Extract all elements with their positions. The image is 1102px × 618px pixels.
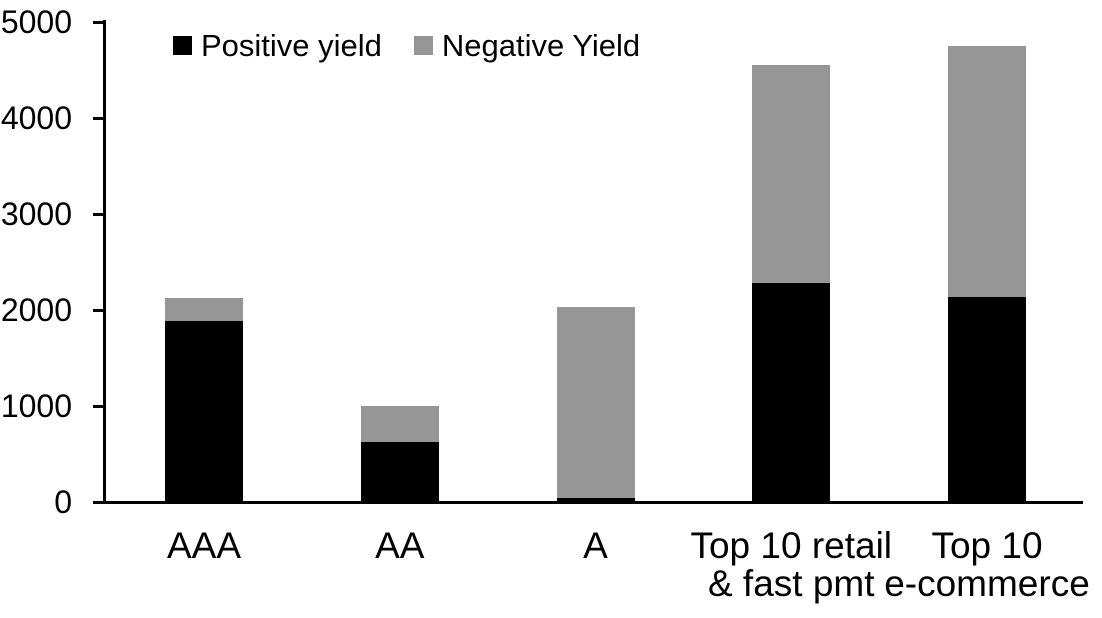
y-tick-4000 [93, 116, 106, 120]
y-tick-1000 [93, 404, 106, 408]
y-tick-label-5000: 5000 [0, 4, 72, 40]
y-tick-label-4000: 4000 [0, 100, 72, 136]
legend-item-positive-yield: Positive yield [173, 30, 382, 61]
bar-segment-negative-yield-aaa [165, 298, 243, 321]
bar-segment-positive-yield-top-10-retail-fast-pmt [752, 283, 831, 502]
x-category-label-aaa: AAA [166, 525, 242, 566]
bar-segment-negative-yield-a [556, 307, 635, 499]
legend-label-positive-yield: Positive yield [201, 28, 382, 63]
bar-segment-negative-yield-top-10-e-commerce [948, 46, 1026, 297]
y-tick-label-0: 0 [54, 484, 72, 520]
bar-segment-positive-yield-top-10-e-commerce [948, 296, 1026, 502]
y-tick-label-3000: 3000 [0, 196, 72, 232]
bar-segment-negative-yield-aa [360, 406, 439, 443]
y-tick-label-2000: 2000 [0, 292, 72, 328]
chart-legend: Positive yield Negative Yield [173, 30, 640, 61]
bar-segment-positive-yield-aaa [165, 320, 243, 502]
bar-segment-negative-yield-top-10-retail-fast-pmt [752, 65, 831, 284]
bar-segment-positive-yield-a [556, 498, 635, 502]
y-axis-line [103, 20, 106, 504]
y-tick-label-1000: 1000 [0, 388, 72, 424]
bar-segment-positive-yield-aa [360, 442, 439, 502]
legend-label-negative-yield: Negative Yield [441, 28, 641, 63]
x-category-label-top-10-retail-fast-pmt: Top 10 retail & fast pmt [690, 525, 893, 604]
x-category-label-aa: AA [375, 525, 425, 566]
x-category-label-top-10-e-commerce: Top 10 e-commerce [884, 525, 1090, 604]
y-tick-0 [93, 500, 106, 504]
y-tick-5000 [93, 20, 106, 24]
x-axis-line [103, 501, 1083, 504]
y-tick-2000 [93, 308, 106, 312]
y-tick-3000 [93, 212, 106, 216]
legend-swatch-negative-yield [413, 36, 433, 55]
legend-item-negative-yield: Negative Yield [413, 28, 641, 63]
x-category-label-a: A [583, 525, 608, 566]
legend-swatch-positive-yield [173, 36, 192, 55]
